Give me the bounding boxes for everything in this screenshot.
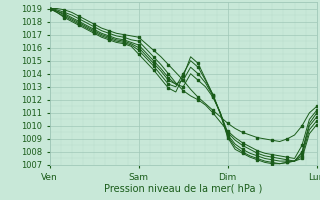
X-axis label: Pression niveau de la mer( hPa ): Pression niveau de la mer( hPa ) — [104, 183, 262, 193]
